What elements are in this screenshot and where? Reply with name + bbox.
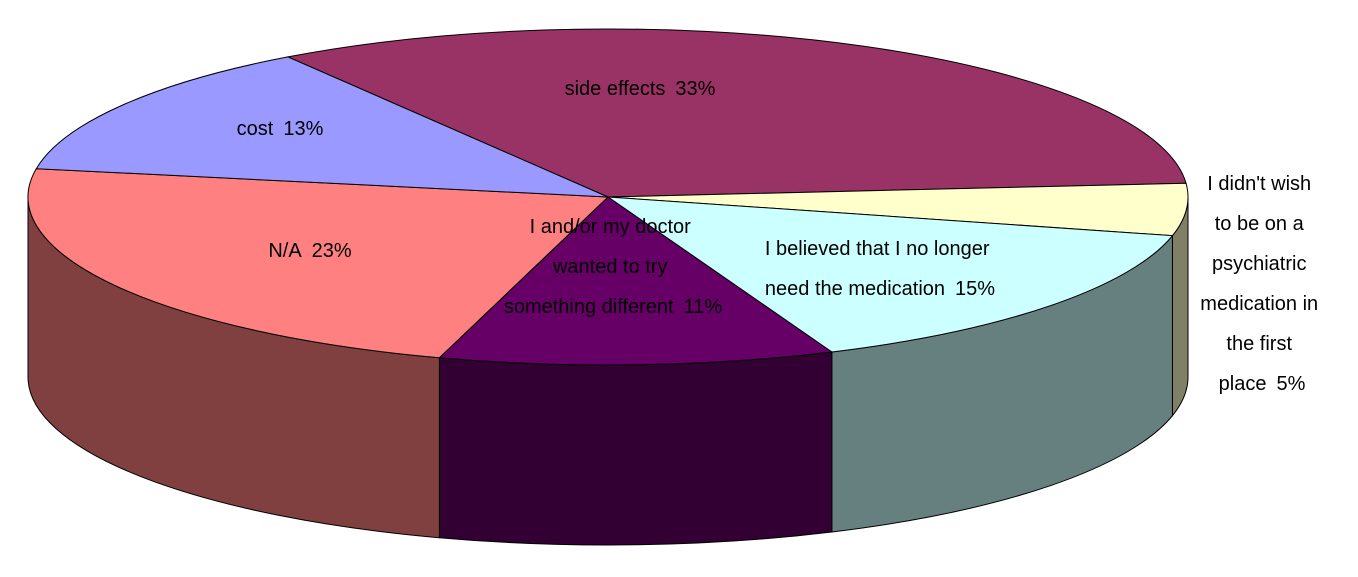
data-label: cost 13% bbox=[237, 118, 324, 140]
category-label: I didn't wish to be on a psychiatric med… bbox=[1200, 173, 1323, 395]
category-label: side effects bbox=[565, 78, 666, 100]
pie-slice bbox=[438, 196, 834, 366]
value-label: 13% bbox=[283, 118, 323, 140]
data-label: I didn't wish to be on a psychiatric med… bbox=[1200, 173, 1323, 395]
category-label: I believed that I no longer need the med… bbox=[765, 238, 995, 300]
data-label: I believed that I no longer need the med… bbox=[765, 238, 995, 300]
value-label: 23% bbox=[312, 240, 352, 262]
walls bbox=[27, 196, 1189, 546]
pie-slice bbox=[606, 196, 1174, 353]
data-label: N/A 23% bbox=[268, 240, 352, 262]
slices bbox=[27, 28, 1189, 366]
data-label: I and/or my doctor wanted to try somethi… bbox=[504, 216, 723, 318]
value-label: 33% bbox=[675, 78, 715, 100]
category-label: cost bbox=[237, 118, 274, 140]
pie-slice bbox=[607, 182, 1189, 237]
value-label: 11% bbox=[684, 296, 723, 318]
category-label: I and/or my doctor wanted to try somethi… bbox=[504, 216, 697, 318]
pie-wall bbox=[438, 351, 833, 546]
category-label: N/A bbox=[268, 240, 302, 262]
pie-slice bbox=[35, 56, 609, 198]
value-label: 15% bbox=[955, 278, 995, 300]
value-label: 5% bbox=[1276, 373, 1305, 395]
data-label: side effects 33% bbox=[565, 78, 716, 100]
pie-slice bbox=[27, 168, 610, 359]
